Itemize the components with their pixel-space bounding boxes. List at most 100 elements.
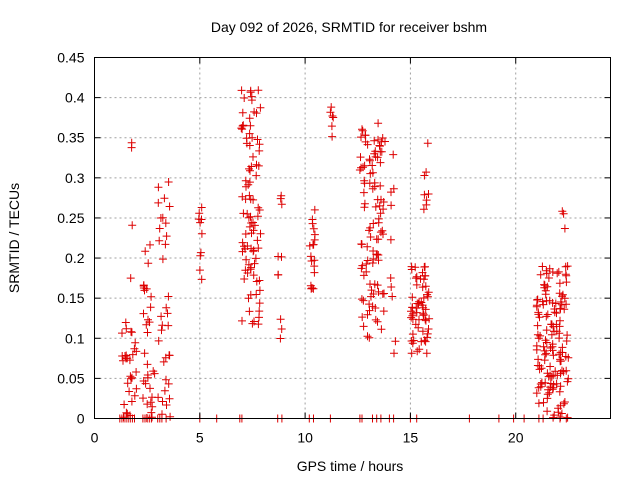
data-point [146,384,154,393]
x-tick-labels: 0 5 10 15 20 [91,430,524,446]
data-point [374,135,382,144]
data-point [378,289,387,298]
data-point [127,327,135,336]
data-point [327,122,336,131]
data-point [375,141,384,150]
data-point [424,325,433,333]
data-point [536,270,545,279]
data-point [126,274,135,283]
data-point [423,290,432,299]
data-point [238,108,247,117]
data-point [555,350,564,359]
data-point [363,310,372,319]
data-point [413,347,422,356]
y-tick-label: 0.1 [65,330,85,346]
data-point [421,282,430,291]
data-point [555,322,564,331]
data-point [256,103,265,112]
data-point [164,321,173,330]
data-point [562,366,571,375]
data-point [329,113,338,122]
data-point [246,290,255,299]
data-point [411,320,420,329]
data-point [534,383,543,392]
data-point [197,203,206,212]
data-point [160,194,169,203]
data-point [555,289,564,298]
data-point [540,356,549,365]
data-point [157,312,166,321]
data-point [544,274,553,282]
data-point [276,315,285,324]
data-point [413,299,422,308]
data-point [131,338,140,347]
data-point [374,235,383,244]
data-point [556,298,565,306]
y-tick-label: 0.25 [57,210,84,226]
data-point [194,215,203,224]
data-point [252,171,261,180]
data-point [245,129,254,138]
data-point [253,212,262,221]
data-point [310,205,319,214]
y-tick-label: 0 [77,411,85,427]
data-point [242,255,251,264]
data-point [140,349,149,358]
data-point [546,379,555,388]
data-point [356,153,365,162]
data-point [146,398,155,407]
data-point [553,371,562,380]
data-point [533,295,542,304]
data-point [539,342,548,351]
data-point [407,349,416,358]
data-point [238,316,246,325]
data-point [562,271,571,280]
data-point [157,326,166,335]
data-point [425,314,434,323]
data-point [238,247,247,256]
data-point [419,294,428,302]
data-point [421,337,430,346]
plot-frame [94,57,611,419]
data-point [541,336,550,345]
data-point [247,96,256,105]
data-point [560,305,569,314]
data-point [166,412,175,421]
data-point [357,133,365,142]
data-point [147,292,156,301]
data-point [408,311,417,320]
y-tick-label: 0.05 [57,370,84,386]
data-point [245,222,254,231]
data-point [418,268,427,277]
data-point [533,330,542,339]
data-point [376,209,385,218]
data-point [542,266,551,275]
data-point [155,224,164,233]
data-point [387,188,395,197]
data-point [379,230,387,239]
data-point [544,372,553,381]
y-tick-label: 0.3 [65,170,85,186]
data-point [255,307,264,316]
data-point [546,362,555,371]
data-point [360,179,369,188]
data-point [164,379,173,388]
data-point [141,247,150,256]
data-point [370,136,379,145]
data-point [125,387,134,396]
data-point [162,401,171,409]
data-point [407,262,416,271]
data-point [558,290,567,299]
data-point [254,320,263,329]
data-point [249,218,257,227]
data-point [422,349,431,358]
data-points [115,86,573,423]
data-point [390,349,398,358]
data-point [160,386,169,395]
data-point [245,307,254,316]
data-point [251,254,260,263]
data-point [533,361,542,370]
data-point [538,297,547,306]
data-point [557,357,565,365]
